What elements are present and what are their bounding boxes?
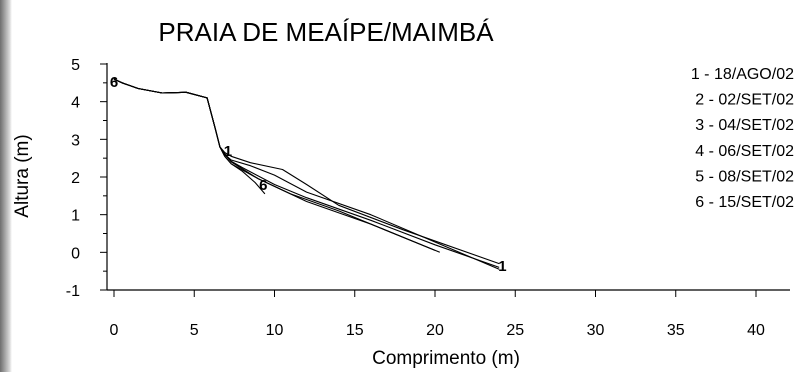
x-tick-label: 40 — [747, 322, 765, 339]
legend-entry: 1 - 18/AGO/02 — [691, 66, 794, 83]
legend-entry: 2 - 02/SET/02 — [695, 92, 794, 109]
y-tick-label: 3 — [71, 132, 80, 149]
x-tick-label: 10 — [266, 322, 284, 339]
x-tick-label: 20 — [426, 322, 444, 339]
x-tick-label: 30 — [587, 322, 605, 339]
x-ticks: 0 5 10 15 20 25 30 35 40 — [110, 290, 765, 339]
chart-title: PRAIA DE MEAÍPE/MAIMBÁ — [158, 17, 494, 47]
x-tick-label: 0 — [110, 322, 119, 339]
y-tick-label: 2 — [71, 170, 80, 187]
series-marker-label: 6 — [110, 74, 118, 91]
y-tick-label: 0 — [71, 245, 80, 262]
profile-line-5 — [113, 78, 436, 251]
x-tick-label: 35 — [667, 322, 685, 339]
legend-entry: 3 - 04/SET/02 — [695, 117, 794, 134]
x-axis-label: Comprimento (m) — [372, 348, 520, 369]
series-marker-label: 1 — [498, 258, 506, 275]
y-ticks: -1 0 1 2 3 4 5 — [66, 57, 107, 300]
legend-entry: 5 - 08/SET/02 — [695, 168, 794, 185]
y-tick-label: 4 — [71, 95, 80, 112]
x-tick-label: 15 — [346, 322, 364, 339]
annotation-labels: 6 1 6 1 — [110, 74, 507, 275]
y-tick-label: 1 — [71, 208, 80, 225]
series-marker-label: 1 — [224, 143, 232, 160]
legend: 1 - 18/AGO/02 2 - 02/SET/02 3 - 04/SET/02 4… — [691, 66, 794, 211]
profile-line-1 — [113, 78, 500, 268]
legend-entry: 6 - 15/SET/02 — [695, 194, 794, 211]
axes — [106, 63, 790, 291]
y-tick-label: 5 — [71, 57, 80, 74]
profile-line-4 — [113, 78, 441, 253]
x-tick-label: 5 — [190, 322, 199, 339]
profile-line-6 — [113, 78, 266, 195]
y-tick-label: -1 — [66, 283, 80, 300]
x-tick-label: 25 — [506, 322, 524, 339]
legend-entry: 4 - 06/SET/02 — [695, 143, 794, 160]
y-axis-label: Altura (m) — [12, 134, 33, 217]
series-marker-label: 6 — [259, 177, 267, 194]
profile-line-2 — [113, 78, 500, 265]
left-edge-shading — [0, 0, 12, 372]
profile-line-3 — [113, 78, 500, 270]
series-lines — [113, 78, 500, 270]
